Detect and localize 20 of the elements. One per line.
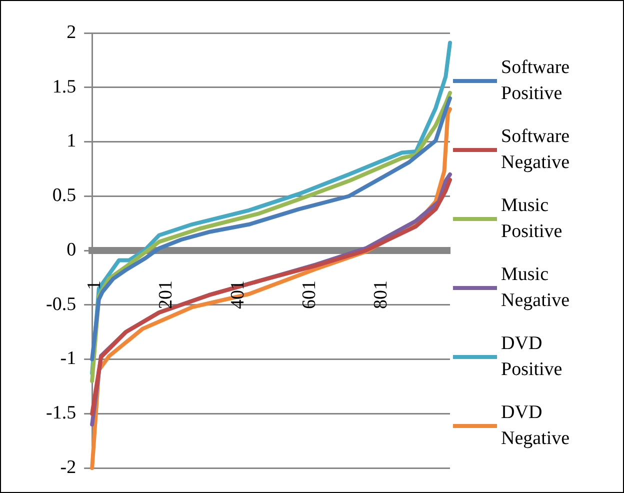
x-tick-label: 801 xyxy=(370,280,392,309)
legend-label: DVD Negative xyxy=(501,400,571,450)
legend-label: Software Negative xyxy=(501,124,571,174)
x-tick-label: 201 xyxy=(156,280,177,309)
y-tick-label: 2 xyxy=(66,22,76,43)
y-tick-label: -1 xyxy=(60,348,76,370)
y-tick-label: -2 xyxy=(60,456,76,478)
y-tick-label: 0 xyxy=(66,239,76,260)
x-tick-label: 401 xyxy=(227,280,248,309)
legend-label: Software Positive xyxy=(501,56,571,106)
legend-label: Music Positive xyxy=(501,194,564,244)
legend-label: Music Negative xyxy=(501,262,571,312)
y-tick-label: 1.5 xyxy=(52,76,76,98)
x-tick-label: 601 xyxy=(299,280,320,309)
legend-label: DVD Positive xyxy=(501,332,564,382)
y-tick-label: 1 xyxy=(66,130,76,152)
x-tick-label: 1 xyxy=(84,280,106,290)
y-tick-label: 0.5 xyxy=(52,185,76,206)
y-tick-label: -1.5 xyxy=(46,402,76,424)
y-tick-label: -0.5 xyxy=(46,294,76,315)
